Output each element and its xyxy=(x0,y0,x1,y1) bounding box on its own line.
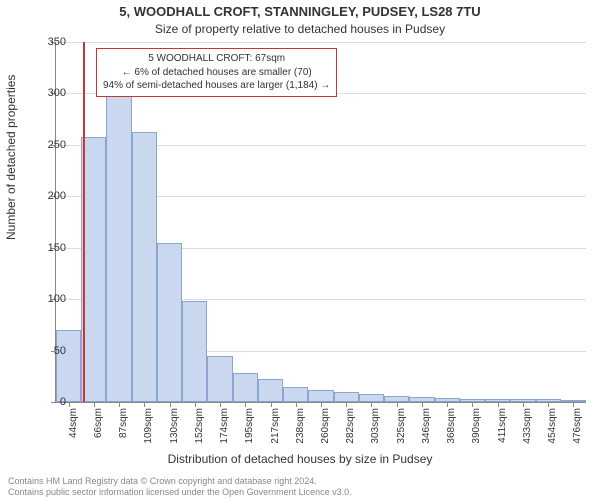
annotation-line-2: ← 6% of detached houses are smaller (70) xyxy=(103,66,330,80)
ytick-label: 300 xyxy=(36,87,66,99)
xtick-mark xyxy=(220,402,221,407)
chart-title-sub: Size of property relative to detached ho… xyxy=(0,22,600,36)
xtick-mark xyxy=(245,402,246,407)
chart-title-main: 5, WOODHALL CROFT, STANNINGLEY, PUDSEY, … xyxy=(0,4,600,19)
xtick-label: 152sqm xyxy=(194,408,205,458)
gridline xyxy=(56,42,586,43)
xtick-label: 87sqm xyxy=(118,408,129,458)
ytick-label: 50 xyxy=(36,345,66,357)
xtick-mark xyxy=(573,402,574,407)
xtick-mark xyxy=(447,402,448,407)
histogram-bar xyxy=(207,356,232,402)
ytick-label: 100 xyxy=(36,293,66,305)
xtick-mark xyxy=(321,402,322,407)
xtick-label: 346sqm xyxy=(421,408,432,458)
annotation-box: 5 WOODHALL CROFT: 67sqm ← 6% of detached… xyxy=(96,48,337,97)
xtick-label: 44sqm xyxy=(68,408,79,458)
histogram-bar xyxy=(334,392,359,402)
xtick-mark xyxy=(523,402,524,407)
xtick-label: 238sqm xyxy=(295,408,306,458)
xtick-label: 195sqm xyxy=(244,408,255,458)
histogram-bar xyxy=(258,379,283,402)
histogram-bar xyxy=(56,330,81,402)
xtick-mark xyxy=(195,402,196,407)
plot-area: 5 WOODHALL CROFT: 67sqm ← 6% of detached… xyxy=(55,42,586,403)
histogram-bar xyxy=(308,390,333,402)
xtick-label: 476sqm xyxy=(572,408,583,458)
ytick-label: 200 xyxy=(36,190,66,202)
ytick-label: 150 xyxy=(36,242,66,254)
xtick-label: 411sqm xyxy=(497,408,508,458)
xtick-mark xyxy=(498,402,499,407)
xtick-mark xyxy=(422,402,423,407)
xtick-label: 303sqm xyxy=(370,408,381,458)
ytick-label: 0 xyxy=(36,396,66,408)
xtick-mark xyxy=(346,402,347,407)
xtick-label: 433sqm xyxy=(522,408,533,458)
xtick-mark xyxy=(69,402,70,407)
xtick-label: 66sqm xyxy=(93,408,104,458)
annotation-line-3: 94% of semi-detached houses are larger (… xyxy=(103,79,330,93)
xtick-mark xyxy=(296,402,297,407)
histogram-bar xyxy=(157,243,182,402)
histogram-bar xyxy=(233,373,258,402)
annotation-line-1: 5 WOODHALL CROFT: 67sqm xyxy=(103,52,330,66)
histogram-bar xyxy=(132,132,157,403)
xtick-mark xyxy=(94,402,95,407)
xtick-mark xyxy=(170,402,171,407)
xtick-label: 325sqm xyxy=(396,408,407,458)
copyright-line-1: Contains HM Land Registry data © Crown c… xyxy=(8,476,352,487)
histogram-bar xyxy=(283,387,308,402)
xtick-mark xyxy=(371,402,372,407)
copyright-line-2: Contains public sector information licen… xyxy=(8,487,352,498)
xtick-mark xyxy=(397,402,398,407)
xtick-label: 368sqm xyxy=(446,408,457,458)
ytick-label: 350 xyxy=(36,36,66,48)
xtick-mark xyxy=(472,402,473,407)
xtick-label: 282sqm xyxy=(345,408,356,458)
xtick-label: 260sqm xyxy=(320,408,331,458)
xtick-label: 109sqm xyxy=(143,408,154,458)
histogram-bar xyxy=(182,301,207,402)
xtick-label: 390sqm xyxy=(471,408,482,458)
histogram-bar xyxy=(106,96,131,403)
y-axis-label: Number of detached properties xyxy=(4,75,18,240)
property-marker-line xyxy=(83,42,85,402)
histogram-bar xyxy=(359,394,384,402)
xtick-mark xyxy=(144,402,145,407)
xtick-mark xyxy=(119,402,120,407)
xtick-label: 174sqm xyxy=(219,408,230,458)
ytick-label: 250 xyxy=(36,139,66,151)
chart-container: 5, WOODHALL CROFT, STANNINGLEY, PUDSEY, … xyxy=(0,0,600,500)
xtick-label: 217sqm xyxy=(270,408,281,458)
histogram-bar xyxy=(81,137,106,402)
xtick-mark xyxy=(271,402,272,407)
xtick-label: 454sqm xyxy=(547,408,558,458)
xtick-mark xyxy=(548,402,549,407)
xtick-label: 130sqm xyxy=(169,408,180,458)
copyright-notice: Contains HM Land Registry data © Crown c… xyxy=(8,476,352,499)
